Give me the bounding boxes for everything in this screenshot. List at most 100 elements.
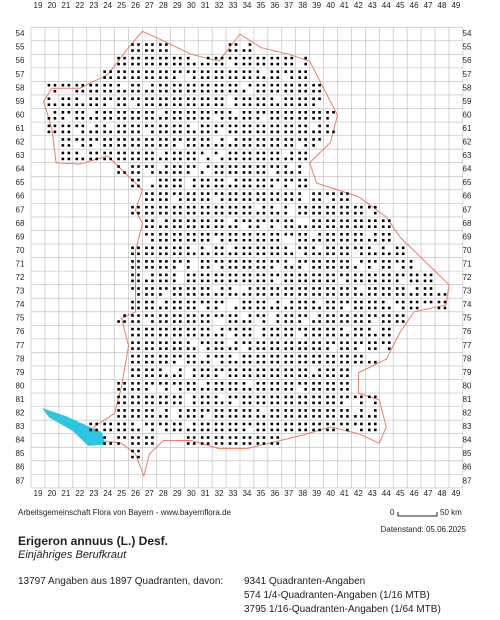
- occurrence-dot: [165, 178, 168, 182]
- occurrence-dot: [312, 225, 315, 228]
- occurrence-dot: [304, 246, 307, 250]
- occurrence-dot: [298, 327, 301, 331]
- occurrence-dot: [123, 157, 126, 161]
- column-label: 34: [242, 1, 251, 10]
- occurrence-dot: [276, 333, 280, 337]
- occurrence-dot: [262, 266, 266, 269]
- occurrence-dot: [374, 260, 377, 263]
- occurrence-dot: [206, 327, 210, 331]
- occurrence-dot: [228, 70, 232, 73]
- occurrence-dot: [270, 76, 274, 79]
- occurrence-dot: [117, 422, 120, 426]
- occurrence-dot: [186, 97, 190, 101]
- occurrence-dot: [151, 184, 154, 188]
- occurrence-dot: [186, 333, 190, 337]
- occurrence-dot: [276, 293, 280, 296]
- occurrence-dot: [276, 388, 280, 391]
- occurrence-dot: [123, 171, 126, 174]
- occurrence-dot: [179, 70, 182, 73]
- occurrence-dot: [284, 374, 288, 378]
- occurrence-dot: [298, 409, 301, 412]
- occurrence-dot: [326, 266, 329, 269]
- occurrence-dot: [276, 327, 280, 331]
- occurrence-dot: [270, 124, 274, 128]
- occurrence-dot: [340, 347, 343, 350]
- occurrence-dot: [262, 124, 266, 128]
- occurrence-dot: [206, 70, 210, 73]
- occurrence-dot: [242, 293, 246, 296]
- occurrence-dot: [290, 382, 294, 385]
- occurrence-dot: [284, 314, 288, 317]
- occurrence-dot: [318, 252, 321, 256]
- occurrence-dot: [312, 211, 315, 215]
- occurrence-dot: [103, 428, 106, 432]
- occurrence-dot: [242, 192, 246, 195]
- occurrence-dot: [248, 293, 252, 296]
- occurrence-dot: [200, 341, 204, 344]
- occurrence-dot: [159, 374, 162, 378]
- occurrence-dot: [284, 62, 288, 66]
- occurrence-dot: [242, 422, 246, 426]
- occurrence-dot: [137, 354, 140, 358]
- column-label: 24: [103, 1, 112, 10]
- occurrence-dot: [298, 165, 301, 168]
- occurrence-dot: [192, 219, 196, 222]
- occurrence-dot: [387, 260, 391, 263]
- occurrence-dot: [179, 89, 182, 93]
- occurrence-dot: [137, 341, 140, 344]
- occurrence-dot: [200, 333, 204, 337]
- column-label: 26: [131, 489, 140, 498]
- occurrence-dot: [53, 124, 57, 128]
- occurrence-dot: [151, 273, 154, 277]
- occurrence-dot: [228, 287, 232, 290]
- occurrence-dot: [137, 449, 140, 453]
- occurrence-dot: [276, 360, 280, 364]
- occurrence-dot: [346, 219, 349, 222]
- occurrence-dot: [381, 225, 385, 228]
- occurrence-dot: [137, 388, 140, 391]
- occurrence-dot: [151, 211, 154, 215]
- column-label: 27: [145, 489, 154, 498]
- occurrence-dot: [214, 333, 218, 337]
- occurrence-dot: [284, 70, 288, 73]
- occurrence-dot: [276, 442, 280, 445]
- occurrence-dot: [284, 327, 288, 331]
- occurrence-dot: [298, 279, 301, 283]
- occurrence-dot: [89, 117, 93, 120]
- occurrence-dot: [137, 428, 140, 432]
- occurrence-dot: [117, 97, 120, 101]
- row-label: 54: [16, 29, 25, 38]
- occurrence-dot: [312, 260, 315, 263]
- occurrence-dot: [284, 111, 288, 114]
- occurrence-dot: [192, 252, 196, 256]
- occurrence-dot: [179, 422, 182, 426]
- occurrence-dot: [284, 192, 288, 195]
- occurrence-dot: [179, 306, 182, 310]
- occurrence-dot: [151, 219, 154, 222]
- occurrence-dot: [137, 89, 140, 93]
- occurrence-dot: [214, 151, 218, 155]
- occurrence-dot: [242, 260, 246, 263]
- occurrence-dot: [200, 171, 204, 174]
- occurrence-dot: [332, 327, 335, 331]
- occurrence-dot: [192, 192, 196, 195]
- occurrence-dot: [165, 225, 168, 228]
- occurrence-dot: [256, 341, 260, 344]
- occurrence-dot: [179, 124, 182, 128]
- occurrence-dot: [228, 382, 232, 385]
- occurrence-dot: [248, 111, 252, 114]
- occurrence-dot: [186, 62, 190, 66]
- occurrence-dot: [151, 151, 154, 155]
- occurrence-dot: [234, 198, 238, 201]
- occurrence-dot: [228, 347, 232, 350]
- occurrence-dot: [360, 314, 363, 317]
- occurrence-dot: [123, 76, 126, 79]
- occurrence-dot: [206, 97, 210, 101]
- occurrence-dot: [256, 117, 260, 120]
- occurrence-dot: [374, 409, 377, 412]
- column-label: 45: [396, 1, 405, 10]
- occurrence-dot: [284, 97, 288, 101]
- occurrence-dot: [220, 279, 224, 283]
- occurrence-dot: [165, 401, 168, 405]
